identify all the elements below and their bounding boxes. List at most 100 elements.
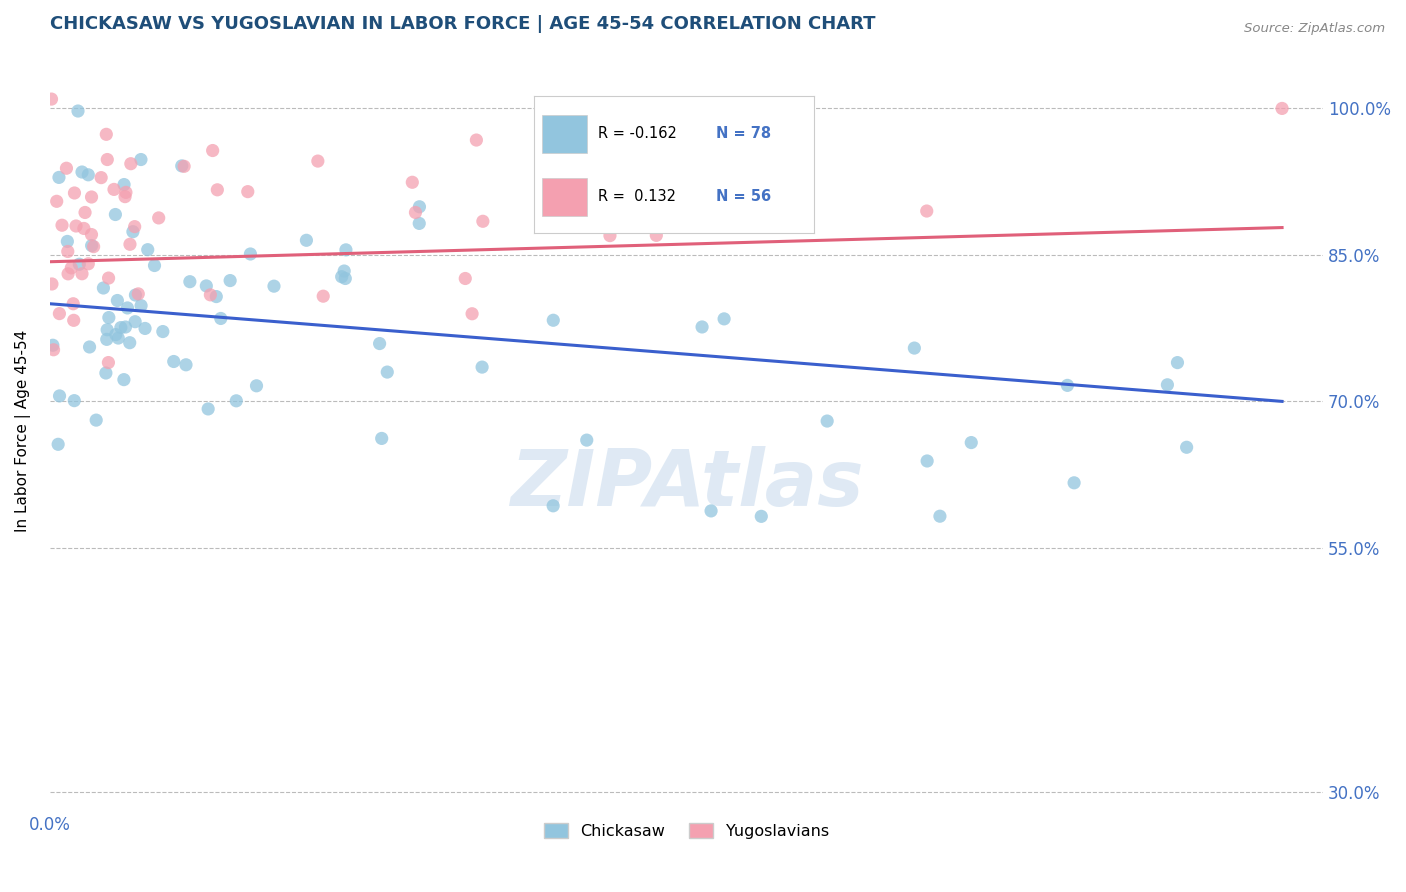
Point bbox=[1271, 102, 1294, 116]
Point bbox=[48, 170, 70, 185]
Point bbox=[77, 168, 100, 182]
Point bbox=[120, 157, 142, 171]
Point bbox=[219, 274, 242, 288]
Point bbox=[62, 313, 84, 327]
Point bbox=[90, 170, 112, 185]
Point bbox=[236, 185, 259, 199]
Point bbox=[207, 183, 229, 197]
Point bbox=[143, 259, 166, 273]
Point bbox=[239, 247, 262, 261]
Point bbox=[80, 238, 103, 252]
Point bbox=[56, 235, 79, 249]
Point bbox=[80, 227, 103, 242]
Point bbox=[96, 128, 118, 142]
Point bbox=[97, 355, 120, 369]
Point bbox=[96, 153, 118, 167]
Point bbox=[163, 354, 186, 368]
Point bbox=[41, 277, 63, 291]
Point bbox=[645, 228, 668, 243]
Point bbox=[67, 257, 90, 271]
Point bbox=[103, 182, 125, 196]
Point bbox=[48, 389, 70, 403]
Point bbox=[312, 289, 335, 303]
Point bbox=[117, 301, 139, 315]
Point bbox=[127, 286, 149, 301]
Point bbox=[602, 169, 624, 183]
Point bbox=[454, 271, 477, 285]
Text: CHICKASAW VS YUGOSLAVIAN IN LABOR FORCE | AGE 45-54 CORRELATION CHART: CHICKASAW VS YUGOSLAVIAN IN LABOR FORCE … bbox=[49, 15, 876, 33]
Point bbox=[702, 215, 724, 229]
Point bbox=[333, 264, 356, 278]
Point bbox=[70, 165, 93, 179]
Point bbox=[70, 267, 93, 281]
Point bbox=[110, 320, 132, 334]
Point bbox=[209, 311, 232, 326]
Point bbox=[84, 413, 107, 427]
Point bbox=[200, 288, 222, 302]
Point bbox=[65, 219, 87, 233]
Point bbox=[173, 159, 195, 173]
Point bbox=[80, 190, 103, 204]
Point bbox=[713, 311, 735, 326]
Point bbox=[55, 161, 77, 176]
Point bbox=[295, 233, 318, 247]
Point bbox=[94, 366, 117, 380]
Point bbox=[201, 144, 224, 158]
Point bbox=[97, 310, 120, 325]
Point bbox=[45, 194, 67, 209]
Point bbox=[1156, 377, 1178, 392]
Point bbox=[104, 207, 127, 221]
Point bbox=[104, 327, 127, 342]
Point bbox=[73, 205, 96, 219]
Point bbox=[408, 200, 430, 214]
Point bbox=[112, 178, 135, 192]
Point bbox=[124, 219, 146, 234]
Point bbox=[903, 341, 925, 355]
Point bbox=[915, 454, 938, 468]
Point bbox=[63, 186, 86, 200]
Point bbox=[170, 159, 193, 173]
Point bbox=[129, 153, 152, 167]
Point bbox=[1175, 440, 1198, 454]
Text: Source: ZipAtlas.com: Source: ZipAtlas.com bbox=[1244, 22, 1385, 36]
Point bbox=[56, 244, 79, 259]
Point bbox=[1056, 378, 1078, 392]
Point bbox=[63, 393, 86, 408]
Point bbox=[335, 243, 357, 257]
Point bbox=[915, 204, 938, 219]
Point bbox=[96, 323, 118, 337]
Point bbox=[56, 267, 79, 281]
Point bbox=[375, 365, 398, 379]
Point bbox=[368, 336, 391, 351]
Point bbox=[136, 243, 159, 257]
Point bbox=[42, 338, 65, 352]
Point bbox=[51, 218, 73, 232]
Point bbox=[461, 307, 484, 321]
Point bbox=[77, 257, 100, 271]
Point bbox=[561, 164, 583, 178]
Point bbox=[60, 260, 83, 275]
Point bbox=[370, 432, 392, 446]
Point bbox=[124, 315, 146, 329]
Point bbox=[471, 214, 494, 228]
Point bbox=[195, 279, 218, 293]
Point bbox=[960, 435, 983, 450]
Point bbox=[105, 293, 128, 308]
Point bbox=[621, 164, 644, 178]
Point bbox=[408, 216, 430, 230]
Point bbox=[307, 154, 329, 169]
Point bbox=[543, 313, 565, 327]
Y-axis label: In Labor Force | Age 45-54: In Labor Force | Age 45-54 bbox=[15, 329, 31, 532]
Point bbox=[179, 275, 201, 289]
Point bbox=[815, 414, 838, 428]
Point bbox=[48, 307, 70, 321]
Point bbox=[471, 360, 494, 375]
Point bbox=[122, 225, 145, 239]
Point bbox=[115, 186, 138, 200]
Point bbox=[134, 321, 156, 335]
Point bbox=[83, 239, 105, 253]
Point bbox=[96, 332, 118, 346]
Point bbox=[73, 221, 96, 235]
Point bbox=[114, 320, 136, 334]
Point bbox=[335, 271, 357, 285]
